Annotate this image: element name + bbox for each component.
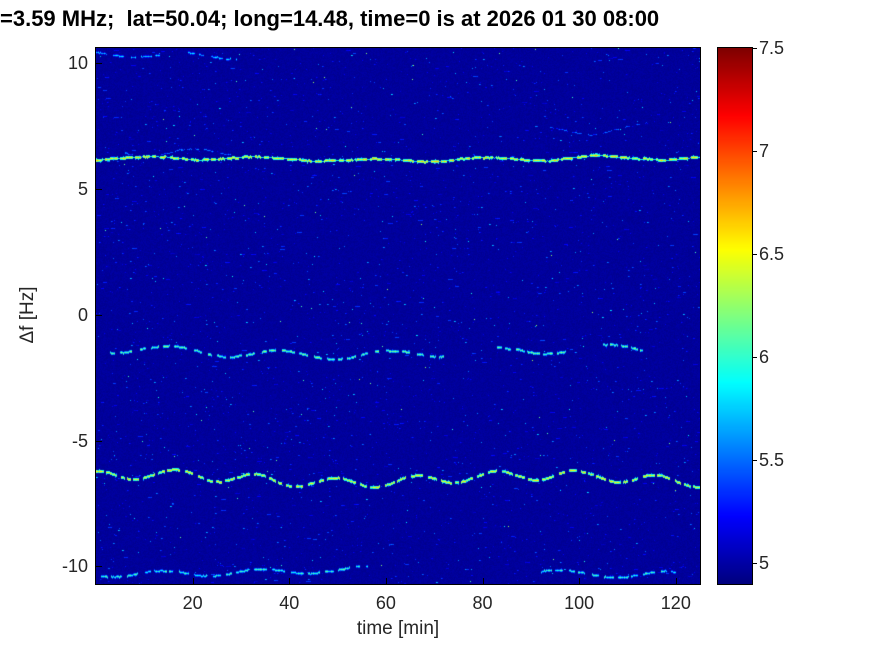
colorbar-tick-mark (753, 460, 757, 462)
y-tick-mark (96, 188, 102, 190)
y-tick-mark (96, 63, 102, 65)
x-tick-label: 120 (660, 593, 691, 613)
colorbar-tick-label: 5.5 (759, 450, 785, 471)
colorbar-tick-label: 7.5 (759, 38, 785, 58)
colorbar-tick-label: 6.5 (759, 244, 785, 265)
x-tick-mark (675, 578, 677, 584)
x-axis-label: time [min] (356, 618, 440, 639)
colorbar-tick-mark (753, 357, 757, 359)
x-tick-label: 20 (182, 593, 203, 613)
chart-title: =3.59 MHz; lat=50.04; long=14.48, time=0… (0, 6, 660, 31)
x-tick-label: 80 (472, 593, 493, 613)
y-tick-label: 10 (67, 53, 88, 74)
y-tick-mark (96, 566, 102, 568)
colorbar-tick-label: 7 (759, 141, 770, 162)
y-tick-mark (96, 440, 102, 442)
y-tick-label: 5 (77, 178, 88, 199)
colorbar-tick-mark (753, 48, 757, 49)
y-tick-label: -10 (61, 556, 88, 577)
x-tick-label: 40 (279, 593, 300, 613)
spectrogram-canvas (96, 48, 700, 584)
colorbar-tick-mark (753, 254, 757, 256)
y-tick-label: 0 (77, 304, 88, 325)
plot-area (95, 47, 701, 585)
x-tick-mark (192, 578, 194, 584)
colorbar-tick-mark (753, 151, 757, 153)
x-tick-label: 60 (375, 593, 396, 613)
x-tick-mark (385, 578, 387, 584)
colorbar-gradient (718, 48, 752, 584)
colorbar (717, 47, 753, 585)
colorbar-tick-mark (753, 563, 757, 565)
colorbar-tick-label: 5 (759, 553, 770, 574)
x-tick-mark (482, 578, 484, 584)
x-tick-mark (289, 578, 291, 584)
x-tick-mark (579, 578, 581, 584)
y-tick-mark (96, 314, 102, 316)
x-tick-label: 100 (564, 593, 595, 613)
colorbar-tick-label: 6 (759, 347, 770, 368)
y-tick-label: -5 (71, 430, 88, 451)
